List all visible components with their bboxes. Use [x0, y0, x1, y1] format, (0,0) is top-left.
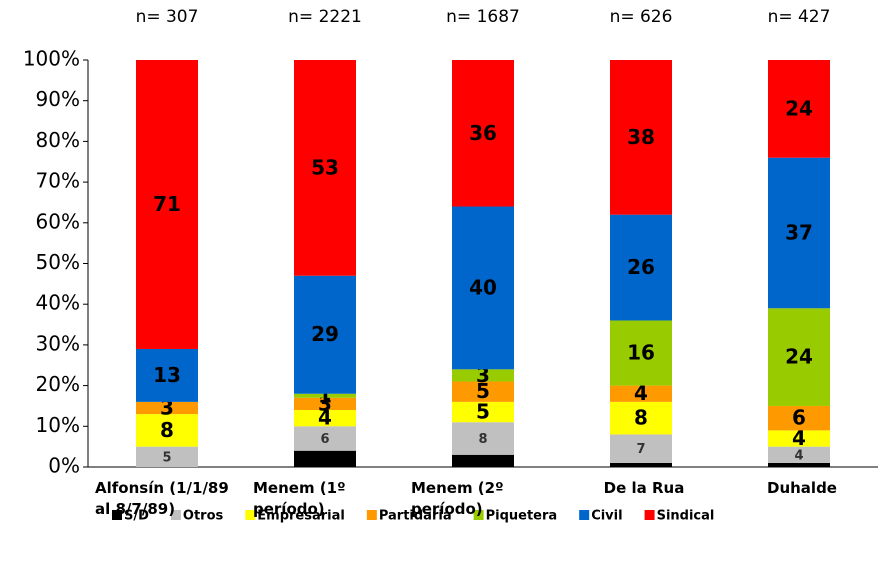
data-label: 5 — [476, 379, 490, 403]
data-label: 26 — [627, 255, 655, 279]
data-label: 40 — [469, 275, 497, 299]
data-label: 37 — [785, 220, 813, 244]
data-label: 6 — [792, 406, 806, 430]
y-tick-label: 40% — [36, 291, 80, 315]
y-tick-label: 10% — [36, 413, 80, 437]
bar-segment — [768, 446, 830, 463]
bar-segment — [294, 426, 356, 451]
data-label: 38 — [627, 125, 655, 149]
bar-segment — [136, 401, 198, 415]
y-tick-label: 60% — [36, 209, 80, 233]
legend-swatch — [579, 510, 590, 520]
annotation: n= 2221 — [288, 7, 362, 27]
data-label: 36 — [469, 121, 497, 145]
data-label: 4 — [794, 448, 803, 463]
legend-label: Civil — [591, 509, 622, 524]
bar-segment — [136, 446, 198, 467]
bar-segment — [294, 393, 356, 398]
bar-segment — [452, 206, 514, 370]
y-tick-label: 30% — [36, 331, 80, 355]
bar-segment — [452, 369, 514, 382]
bar-segment — [610, 434, 672, 463]
data-label: 4 — [792, 426, 806, 450]
bar-segment — [768, 430, 830, 447]
annotation: n= 626 — [610, 7, 673, 27]
bar-segment — [294, 275, 356, 394]
data-label: 16 — [627, 341, 655, 365]
bar-segment — [768, 405, 830, 431]
data-label: 5 — [162, 450, 171, 465]
y-tick-label: 70% — [36, 169, 80, 193]
legend-label: Otros — [183, 509, 224, 524]
bar-segment — [610, 214, 672, 321]
data-label: 24 — [785, 345, 813, 369]
y-tick-label: 90% — [36, 87, 80, 111]
bar-segment — [610, 60, 672, 215]
legend-label: S/D — [124, 509, 149, 524]
x-tick-label: Alfonsín (1/1/89 al 8/7/89) — [95, 479, 229, 518]
y-tick-label: 50% — [36, 250, 80, 274]
legend-label: Piquetera — [486, 509, 558, 524]
x-tick-label: Duhalde — [767, 479, 837, 497]
data-label: 24 — [785, 96, 813, 120]
y-tick-label: 0% — [48, 454, 80, 478]
bar-segment — [768, 157, 830, 309]
bar-segment — [610, 320, 672, 386]
legend-label: Partidaria — [379, 509, 452, 524]
bar-segment — [610, 385, 672, 402]
bar-segment — [452, 381, 514, 402]
x-tick-label: Menem (2º período) — [411, 479, 504, 518]
bar-segment — [294, 450, 356, 467]
data-label: 7 — [636, 442, 645, 457]
bar-segment — [768, 60, 830, 158]
bar-segment — [452, 401, 514, 423]
data-label: 8 — [634, 406, 648, 430]
y-tick-label: 100% — [23, 47, 80, 71]
data-label: 53 — [311, 155, 339, 179]
data-label: 6 — [320, 432, 329, 447]
data-label: 71 — [153, 192, 181, 216]
x-tick-label: De la Rua — [603, 479, 685, 497]
y-tick-label: 20% — [36, 372, 80, 396]
annotation: n= 1687 — [446, 7, 520, 27]
legend-swatch — [366, 510, 377, 520]
legend-swatch — [473, 510, 484, 520]
legend-label: Empresarial — [257, 509, 345, 524]
annotation: n= 427 — [768, 7, 831, 27]
bar-segment — [610, 462, 672, 467]
bar-segment — [294, 60, 356, 276]
bar-segment — [452, 454, 514, 467]
bar-segment — [294, 397, 356, 411]
bar-segment — [610, 401, 672, 435]
legend-swatch — [245, 510, 256, 520]
bar-segment — [294, 410, 356, 427]
legend-swatch — [644, 510, 655, 520]
data-label: 4 — [318, 406, 332, 430]
legend-label: Sindical — [657, 509, 715, 524]
bar-segment — [136, 348, 198, 402]
bar-segment — [136, 60, 198, 349]
legend-swatch — [112, 510, 122, 520]
bar-segment — [452, 60, 514, 207]
data-label: 8 — [160, 418, 174, 442]
bar-segment — [136, 414, 198, 447]
bar-segment — [452, 422, 514, 455]
annotation: n= 307 — [136, 7, 199, 27]
legend-swatch — [170, 510, 181, 520]
y-tick-label: 80% — [36, 128, 80, 152]
data-label: 4 — [634, 381, 648, 405]
bar-segment — [768, 462, 830, 467]
bar-segment — [768, 308, 830, 406]
x-tick-label: Menem (1º período) — [253, 479, 346, 518]
data-label: 8 — [478, 432, 487, 447]
data-label: 29 — [311, 322, 339, 346]
data-label: 13 — [153, 363, 181, 387]
data-label: 5 — [476, 400, 490, 424]
